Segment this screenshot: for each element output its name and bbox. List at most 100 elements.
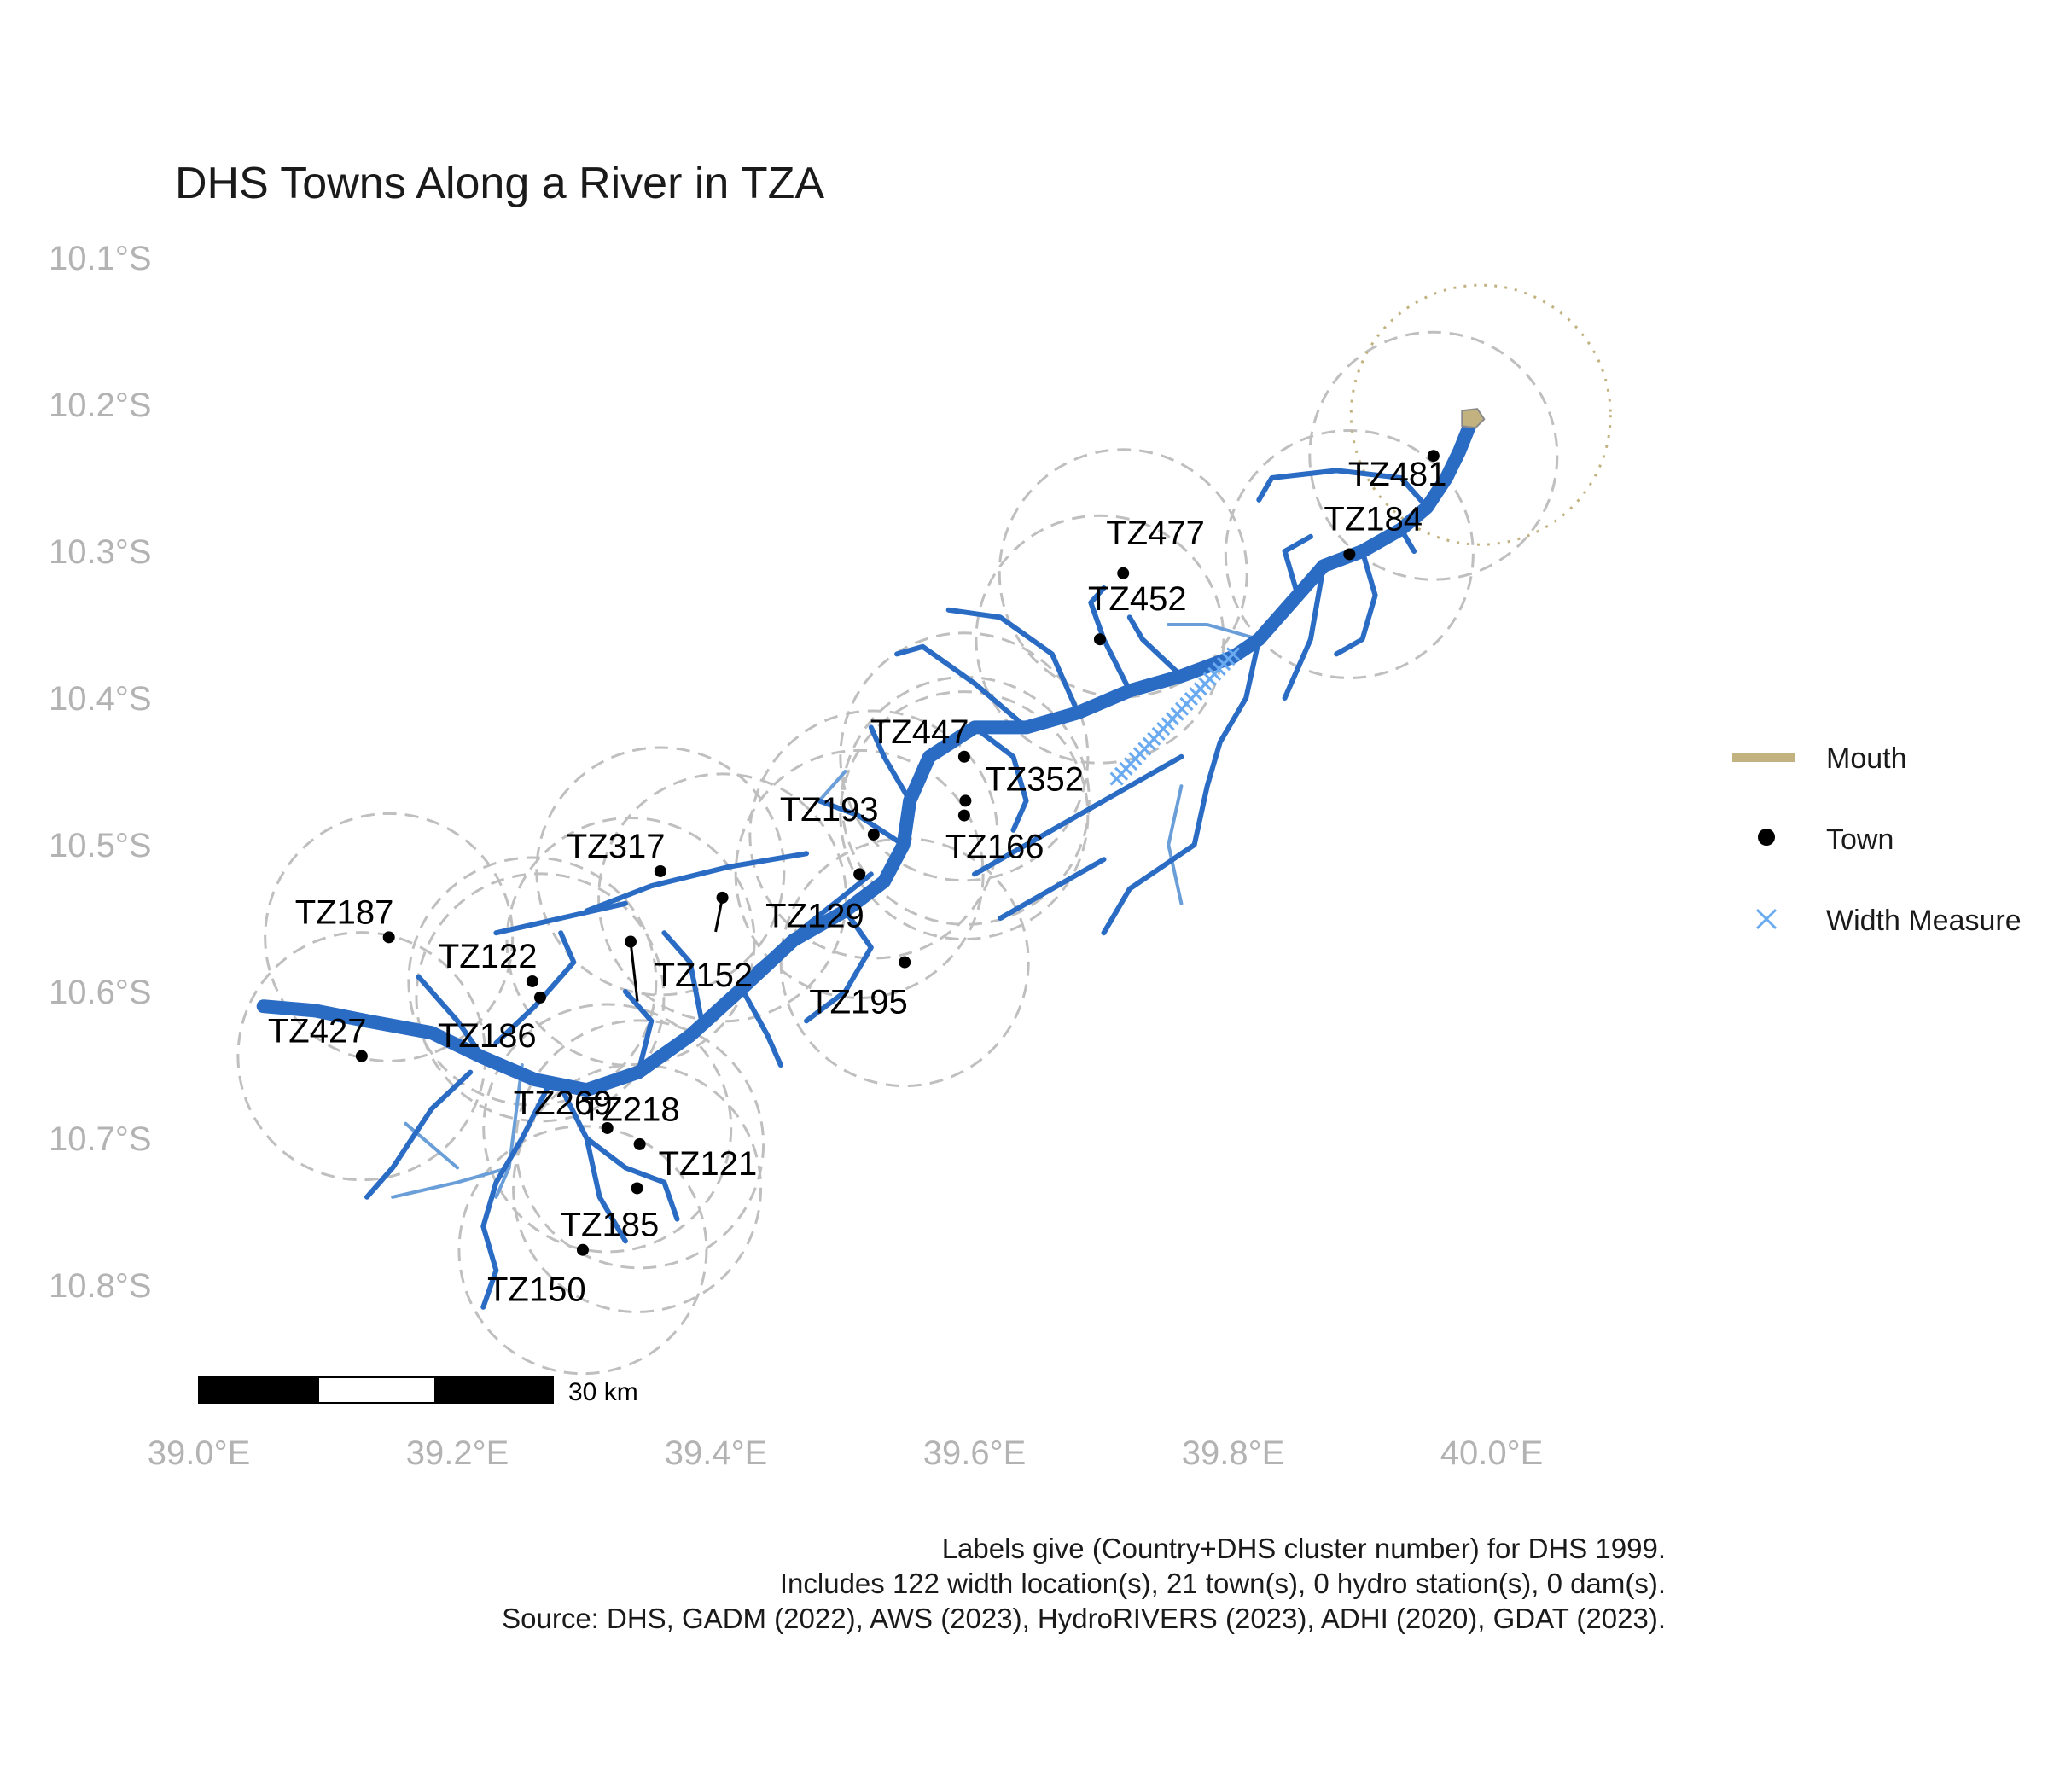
- mouth-legend-key: [1732, 753, 1795, 762]
- town-label: TZ427: [268, 1013, 367, 1050]
- latitude-tick-label: 10.1°S: [49, 240, 152, 277]
- latitude-tick-label: 10.8°S: [49, 1267, 152, 1305]
- minor-stream-line: [391, 1166, 511, 1199]
- town-buffer-circle: [505, 817, 756, 1068]
- latitude-tick-label: 10.4°S: [49, 680, 152, 718]
- town-label: TZ185: [561, 1206, 660, 1243]
- town-point: [867, 828, 880, 841]
- tributary-line: [1088, 585, 1132, 694]
- town-buffer-circle: [597, 772, 848, 1023]
- scale-bar-segment: [198, 1376, 319, 1404]
- town-point: [1117, 567, 1130, 579]
- mouth-shape: [1461, 408, 1486, 429]
- town-buffer-circle: [482, 1003, 733, 1254]
- mouth-buffer-circle: [1349, 283, 1612, 546]
- town-legend-key: [1758, 829, 1775, 846]
- town-label: TZ477: [1106, 515, 1205, 552]
- caption: Labels give (Country+DHS cluster number)…: [502, 1533, 1666, 1634]
- town-label: TZ150: [487, 1271, 586, 1309]
- town-label: TZ187: [295, 893, 394, 931]
- caption-line: Labels give (Country+DHS cluster number)…: [942, 1533, 1666, 1564]
- town-buffer-circle: [512, 1062, 763, 1313]
- longitude-tick-label: 39.2°E: [406, 1434, 509, 1472]
- town-buffer-circle: [535, 746, 786, 997]
- tributary-line: [1282, 533, 1313, 598]
- town-label: TZ152: [655, 957, 753, 994]
- tributary-line: [739, 986, 783, 1068]
- tributary-line: [480, 1084, 551, 1310]
- tributary-line: [1101, 637, 1262, 936]
- tributary-line: [364, 1069, 474, 1200]
- town-points: [355, 450, 1440, 1256]
- town-point: [625, 935, 637, 948]
- legend-label-mouth: Mouth: [1826, 742, 1907, 775]
- town-point: [957, 809, 970, 822]
- width-measure-mark: [1225, 647, 1241, 661]
- tributary-line: [804, 908, 874, 1024]
- longitude-tick-label: 40.0°E: [1440, 1434, 1544, 1472]
- latitude-tick-label: 10.6°S: [49, 974, 152, 1011]
- latitude-tick-label: 10.7°S: [49, 1120, 152, 1158]
- tributary-line: [1126, 614, 1184, 679]
- longitude-tick-label: 39.0°E: [148, 1434, 251, 1472]
- legend-label-town: Town: [1826, 823, 1894, 856]
- main-river: [256, 412, 1480, 1097]
- tributary-line: [416, 974, 486, 1061]
- town-buffer-circle: [998, 448, 1248, 699]
- latitude-tick-label: 10.2°S: [49, 387, 152, 424]
- longitude-tick-label: 39.6°E: [923, 1434, 1027, 1472]
- tributary-line: [1282, 563, 1326, 701]
- town-point: [533, 991, 546, 1004]
- town-label: TZ447: [870, 713, 969, 751]
- latitude-tick-label: 10.3°S: [49, 533, 152, 571]
- town-labels: TZ481 TZ184 TZ477 TZ452 TZ447 TZ352 TZ166 TZ193…: [268, 456, 1447, 1309]
- town-label: TZ121: [659, 1145, 758, 1183]
- tributary-line: [1334, 549, 1378, 657]
- main-river-line: [256, 412, 1480, 1097]
- tributary-line: [493, 930, 577, 1046]
- town-label: TZ193: [780, 791, 879, 829]
- town-buffer-circle: [1308, 330, 1559, 581]
- town-buffer-circle: [407, 856, 658, 1107]
- town-buffer-circle: [748, 709, 999, 960]
- town-label: TZ317: [567, 828, 666, 865]
- longitude-tick-label: 39.8°E: [1182, 1434, 1285, 1472]
- tributaries: [364, 468, 1430, 1310]
- longitude-tick-label: 39.4°E: [665, 1434, 768, 1472]
- town-leader-line: [629, 941, 639, 1002]
- mouth-marker: [1461, 408, 1486, 429]
- tributary-line: [584, 851, 809, 914]
- town-label: TZ352: [985, 760, 1084, 798]
- town-label: TZ184: [1324, 500, 1423, 538]
- tributary-line: [558, 1084, 680, 1222]
- town-label: TZ195: [809, 984, 908, 1021]
- latitude-axis: 10.1°S 10.2°S 10.3°S 10.4°S 10.5°S 10.6°S 10.7…: [49, 240, 152, 1305]
- tributary-line: [998, 857, 1107, 921]
- legend: Mouth Town Width Measure: [1732, 742, 2022, 937]
- town-point: [633, 1137, 646, 1150]
- tributary-line: [661, 930, 706, 1031]
- town-buffer-circle: [415, 872, 666, 1123]
- map-title: DHS Towns Along a River in TZA: [175, 159, 824, 208]
- tributary-line: [972, 724, 1029, 833]
- town-point: [355, 1050, 368, 1062]
- town-point: [1427, 450, 1440, 463]
- tributary-line: [945, 607, 1081, 716]
- tributary-line: [493, 900, 628, 936]
- minor-stream-line: [1167, 623, 1261, 642]
- tributary-line: [972, 753, 1184, 877]
- town-label: TZ218: [581, 1091, 680, 1129]
- town-point: [601, 1121, 614, 1134]
- tributary-line: [817, 798, 906, 847]
- minor-stream-line: [404, 1121, 459, 1170]
- tributary-line: [584, 1136, 628, 1244]
- caption-line: Includes 122 width location(s), 21 town(…: [780, 1568, 1666, 1599]
- town-point: [1093, 633, 1106, 646]
- town-point: [959, 794, 972, 807]
- scale-bar-segment: [317, 1376, 436, 1404]
- town-label: TZ129: [765, 897, 864, 934]
- town-buffer-circle: [734, 748, 985, 999]
- tributary-line: [894, 643, 1029, 730]
- town-point: [957, 750, 970, 763]
- town-point: [654, 864, 666, 877]
